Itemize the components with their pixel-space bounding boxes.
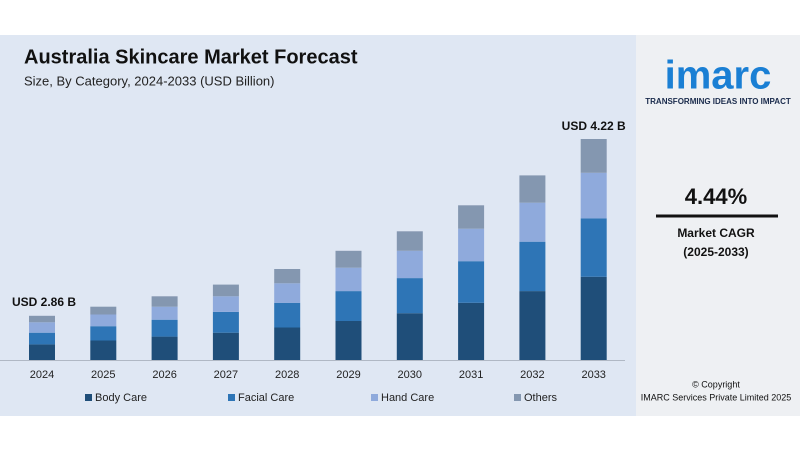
legend-label: Hand Care	[381, 392, 434, 404]
x-tick-label: 2029	[336, 369, 360, 381]
bar-segment	[396, 250, 423, 279]
bar-segment	[151, 319, 178, 337]
x-tick-label: 2024	[30, 369, 54, 381]
x-tick-label: 2031	[459, 369, 483, 381]
cagr-period: (2025-2033)	[683, 245, 748, 259]
bar-segment	[580, 218, 607, 277]
bar-segment	[151, 336, 178, 360]
bar-segment	[212, 284, 239, 297]
bar-segment	[29, 332, 55, 345]
bar-segment	[90, 306, 117, 315]
bar-segment	[458, 205, 485, 229]
bar-segment	[458, 302, 485, 360]
bar-segment	[274, 269, 301, 284]
legend-swatch	[514, 394, 521, 401]
legend-swatch	[228, 394, 235, 401]
cagr-label: Market CAGR	[677, 226, 755, 240]
annotation: USD 4.22 B	[562, 119, 626, 133]
copyright: © Copyright	[692, 379, 740, 389]
legend-label: Facial Care	[238, 392, 294, 404]
bar-segment	[212, 296, 239, 312]
legend-swatch	[371, 394, 378, 401]
bar-segment	[580, 276, 607, 360]
bar-segment	[396, 313, 423, 360]
cagr-value: 4.44%	[685, 184, 747, 209]
chart-subtitle: Size, By Category, 2024-2033 (USD Billio…	[24, 73, 275, 88]
bar-segment	[519, 291, 546, 360]
legend-label: Body Care	[95, 392, 147, 404]
bar-segment	[212, 311, 239, 333]
company: IMARC Services Private Limited 2025	[641, 392, 792, 402]
bar-segment	[519, 175, 546, 203]
bar-segment	[519, 241, 546, 292]
bar-segment	[335, 291, 362, 321]
x-tick-label: 2025	[91, 369, 115, 381]
bar-segment	[458, 228, 485, 262]
x-tick-label: 2026	[152, 369, 176, 381]
bar-segment	[90, 340, 117, 360]
bar-segment	[458, 261, 485, 303]
bar-segment	[580, 172, 607, 219]
chart-title: Australia Skincare Market Forecast	[24, 46, 358, 68]
bar-segment	[151, 306, 178, 320]
sidebar-panel	[636, 35, 800, 416]
bar-segment	[90, 314, 117, 327]
bar-segment	[151, 296, 178, 307]
legend-swatch	[85, 394, 92, 401]
tagline: TRANSFORMING IDEAS INTO IMPACT	[645, 97, 791, 106]
bar-segment	[29, 322, 55, 333]
bar-segment	[396, 231, 423, 251]
bar-segment	[580, 139, 607, 173]
bar-segment	[274, 302, 301, 328]
bar-segment	[396, 278, 423, 314]
x-tick-label: 2033	[581, 369, 605, 381]
bar-segment	[274, 283, 301, 303]
bar-segment	[90, 326, 117, 341]
logo: imarc	[665, 54, 772, 98]
legend-label: Others	[524, 392, 558, 404]
bar-segment	[335, 321, 362, 360]
bar-segment	[29, 344, 55, 360]
bar-segment	[274, 327, 301, 360]
bar-segment	[335, 267, 362, 292]
x-tick-label: 2030	[398, 369, 422, 381]
x-tick-label: 2032	[520, 369, 544, 381]
bar-segment	[335, 250, 362, 268]
bar-segment	[212, 332, 239, 360]
x-tick-label: 2028	[275, 369, 299, 381]
x-tick-label: 2027	[214, 369, 238, 381]
annotation: USD 2.86 B	[12, 295, 76, 309]
bar-segment	[519, 202, 546, 242]
bar-segment	[29, 315, 55, 323]
